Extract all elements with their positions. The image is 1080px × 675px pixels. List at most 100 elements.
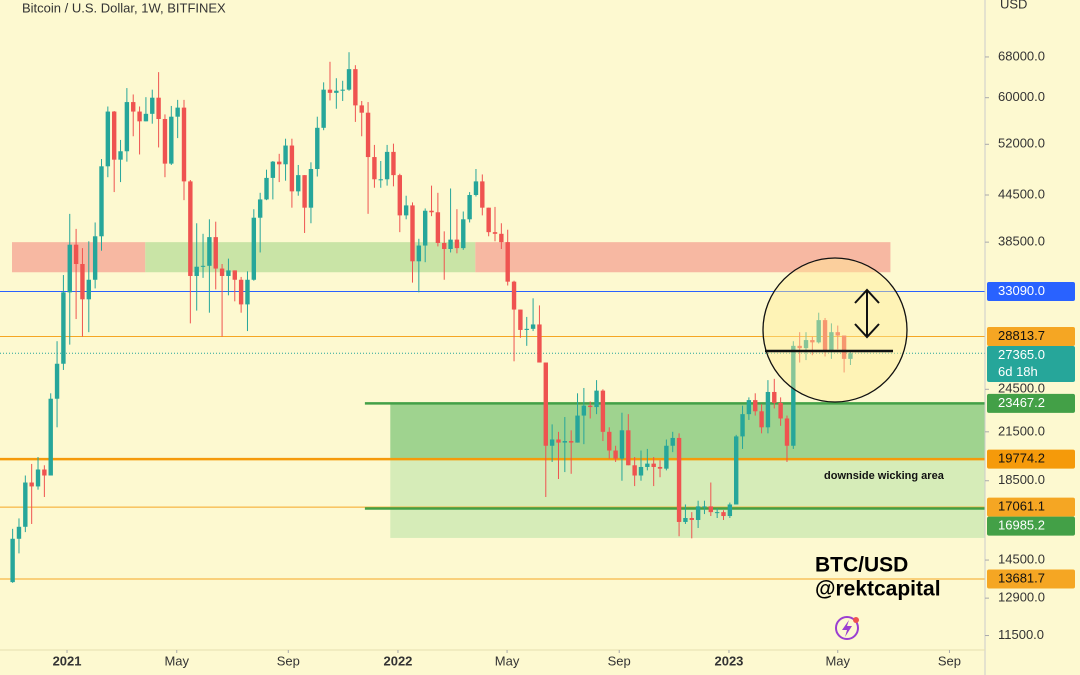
candle-body [822,320,828,351]
zone [390,459,985,538]
candle-body [848,353,853,359]
candle-body [384,151,390,180]
candle-body [676,437,682,522]
candle-body [340,89,345,91]
candle-body [283,145,288,165]
x-tick-label: 2022 [383,653,412,668]
candle-body [518,309,523,330]
candle-body [651,463,656,467]
candle-body [759,411,764,428]
candle-body [835,332,840,336]
highlight-circle [762,257,908,403]
candle-body [29,482,34,487]
candle-body [810,340,815,343]
candle-body [42,469,47,476]
candle-body [695,506,701,520]
candle-body [594,390,599,408]
levels [0,290,985,580]
candle-body [238,279,244,305]
price-label: 17061.1 [998,499,1045,514]
y-axis-label: USD [1000,0,1027,11]
candle-body [54,363,60,399]
annotation: @rektcapital [815,578,941,601]
price-label: 19774.2 [998,451,1045,466]
candle-body [111,111,117,160]
candle-body [511,281,517,310]
candle-body [365,112,371,158]
candle-body [175,107,180,117]
y-tick-label: 21500.0 [998,423,1045,438]
x-tick-label: May [164,653,189,668]
candle-body [353,69,358,106]
candle-body [16,526,22,539]
candle-body [556,439,561,443]
candle-body [188,181,193,276]
price-label: 16985.2 [998,518,1045,533]
candle-body [99,166,104,237]
candle-body [207,237,212,266]
candle-body [35,469,41,487]
candle-body [48,398,53,476]
x-tick-label: Sep [938,653,961,668]
candle-body [181,107,187,182]
y-tick-label: 11500.0 [998,627,1044,642]
price-label-box [987,449,1075,469]
candle-body [92,236,98,280]
candle-body [714,512,720,514]
x-tick-label: May [825,653,850,668]
candle-body [73,244,79,265]
candle-body [543,362,548,446]
candle-body [626,430,631,466]
candle-body [581,405,587,416]
countdown: 6d 18h [998,364,1038,379]
candle-body [334,90,339,93]
y-tick-label: 12900.0 [998,590,1045,605]
candle-body [296,175,301,192]
x-tick-label: 2021 [53,653,82,668]
candle-body [530,324,536,329]
y-tick-label: 38500.0 [998,234,1045,249]
candle-body [302,175,307,208]
candle-body [619,430,625,459]
candle-body [124,102,130,152]
candle-body [200,265,206,267]
candle-body [765,391,771,428]
candle-body [219,268,225,276]
candle-body [359,105,364,113]
logo [835,616,859,640]
candle-body [410,205,415,262]
price-label-box [987,393,1075,413]
candle-body [492,232,498,234]
candle-body [753,400,758,412]
chart-title: Bitcoin / U.S. Dollar, 1W, BITFINEX [22,0,226,15]
candle-body [600,390,606,432]
y-tick-label: 44500.0 [998,186,1045,201]
zone [390,403,985,460]
price-label-box [987,497,1075,517]
price-label: 27365.0 [998,347,1045,362]
candle-body [321,89,326,128]
candle-body [632,465,637,476]
candle-body [568,441,574,443]
candle-body [562,441,568,443]
candle-body [264,177,269,200]
candle-body [156,97,161,120]
candle-body [429,210,434,213]
candle-body [194,266,199,276]
price-label: 28813.7 [998,328,1045,343]
candle-body [67,244,72,293]
candle-body [791,345,796,446]
candle-body [499,233,504,243]
candle-body [391,151,396,176]
candle-body [105,111,111,167]
candle-body [213,237,218,269]
candle-body [245,279,250,305]
candle-body [575,415,580,443]
candle-body [346,69,352,90]
y-tick-label: 60000.0 [998,89,1045,104]
candle-body [803,340,809,349]
candle-body [137,111,142,122]
candle-body [733,436,739,505]
candle-body [308,168,314,208]
